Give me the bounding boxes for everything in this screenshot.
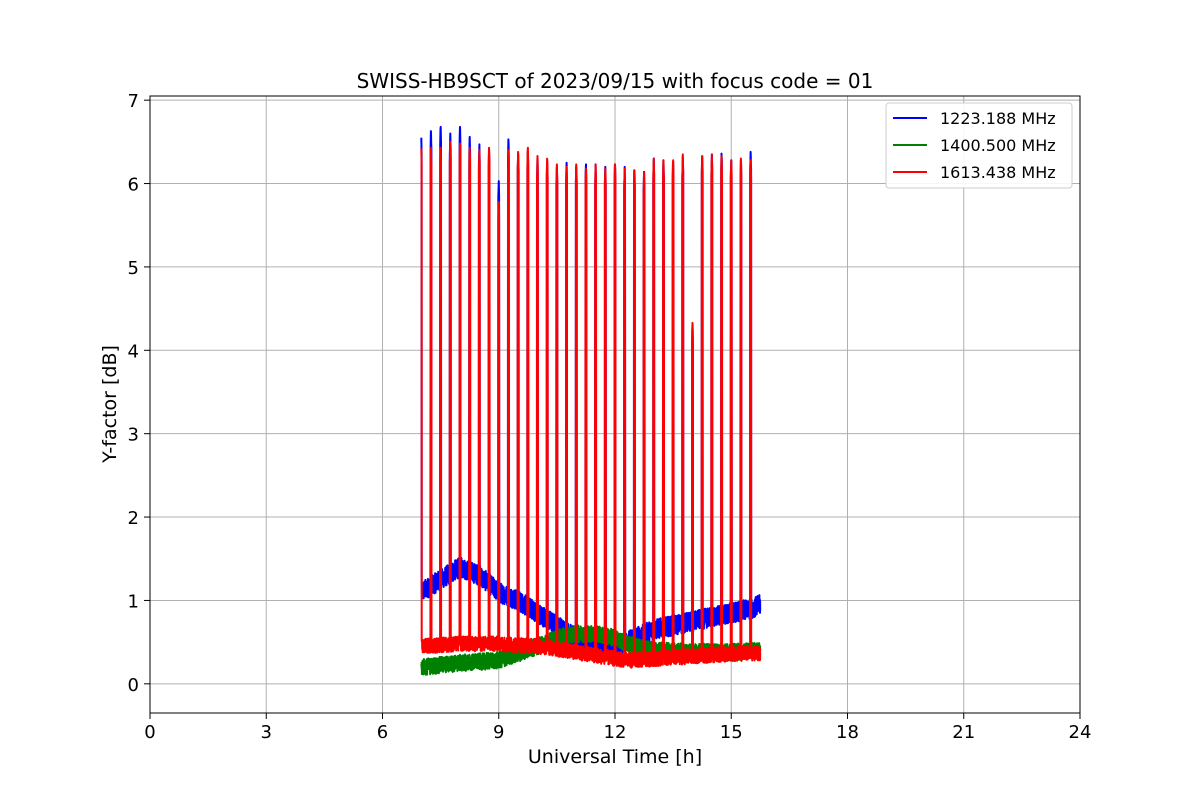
series-line-2 bbox=[420, 140, 762, 669]
y-tick-label: 3 bbox=[128, 425, 139, 446]
y-tick-label: 7 bbox=[128, 91, 139, 112]
x-axis-label: Universal Time [h] bbox=[528, 746, 702, 768]
plot-area bbox=[420, 125, 762, 676]
x-tick-label: 18 bbox=[836, 722, 859, 743]
y-tick-label: 1 bbox=[128, 591, 139, 612]
x-tick-label: 15 bbox=[720, 722, 743, 743]
y-axis-label: Y-factor [dB] bbox=[99, 345, 121, 464]
chart-title: SWISS-HB9SCT of 2023/09/15 with focus co… bbox=[357, 69, 874, 93]
x-tick-label: 24 bbox=[1069, 722, 1092, 743]
y-tick-label: 4 bbox=[128, 341, 139, 362]
y-tick-label: 2 bbox=[128, 508, 139, 529]
y-tick-label: 6 bbox=[128, 175, 139, 196]
x-tick-label: 0 bbox=[144, 722, 155, 743]
x-tick-label: 12 bbox=[604, 722, 627, 743]
series-line-0 bbox=[420, 125, 762, 658]
legend: 1223.188 MHz 1400.500 MHz 1613.438 MHz bbox=[885, 102, 1073, 189]
x-tick-label: 6 bbox=[377, 722, 388, 743]
legend-box bbox=[885, 102, 1073, 189]
x-tick-label: 21 bbox=[952, 722, 975, 743]
y-tick-label: 0 bbox=[128, 675, 139, 696]
legend-label-1400: 1400.500 MHz bbox=[940, 136, 1056, 155]
x-tick-label: 3 bbox=[261, 722, 272, 743]
x-tick-label: 9 bbox=[493, 722, 504, 743]
y-tick-label: 5 bbox=[128, 258, 139, 279]
legend-label-1613: 1613.438 MHz bbox=[940, 163, 1056, 182]
legend-label-1223: 1223.188 MHz bbox=[940, 109, 1056, 128]
series-line-1 bbox=[420, 624, 762, 676]
